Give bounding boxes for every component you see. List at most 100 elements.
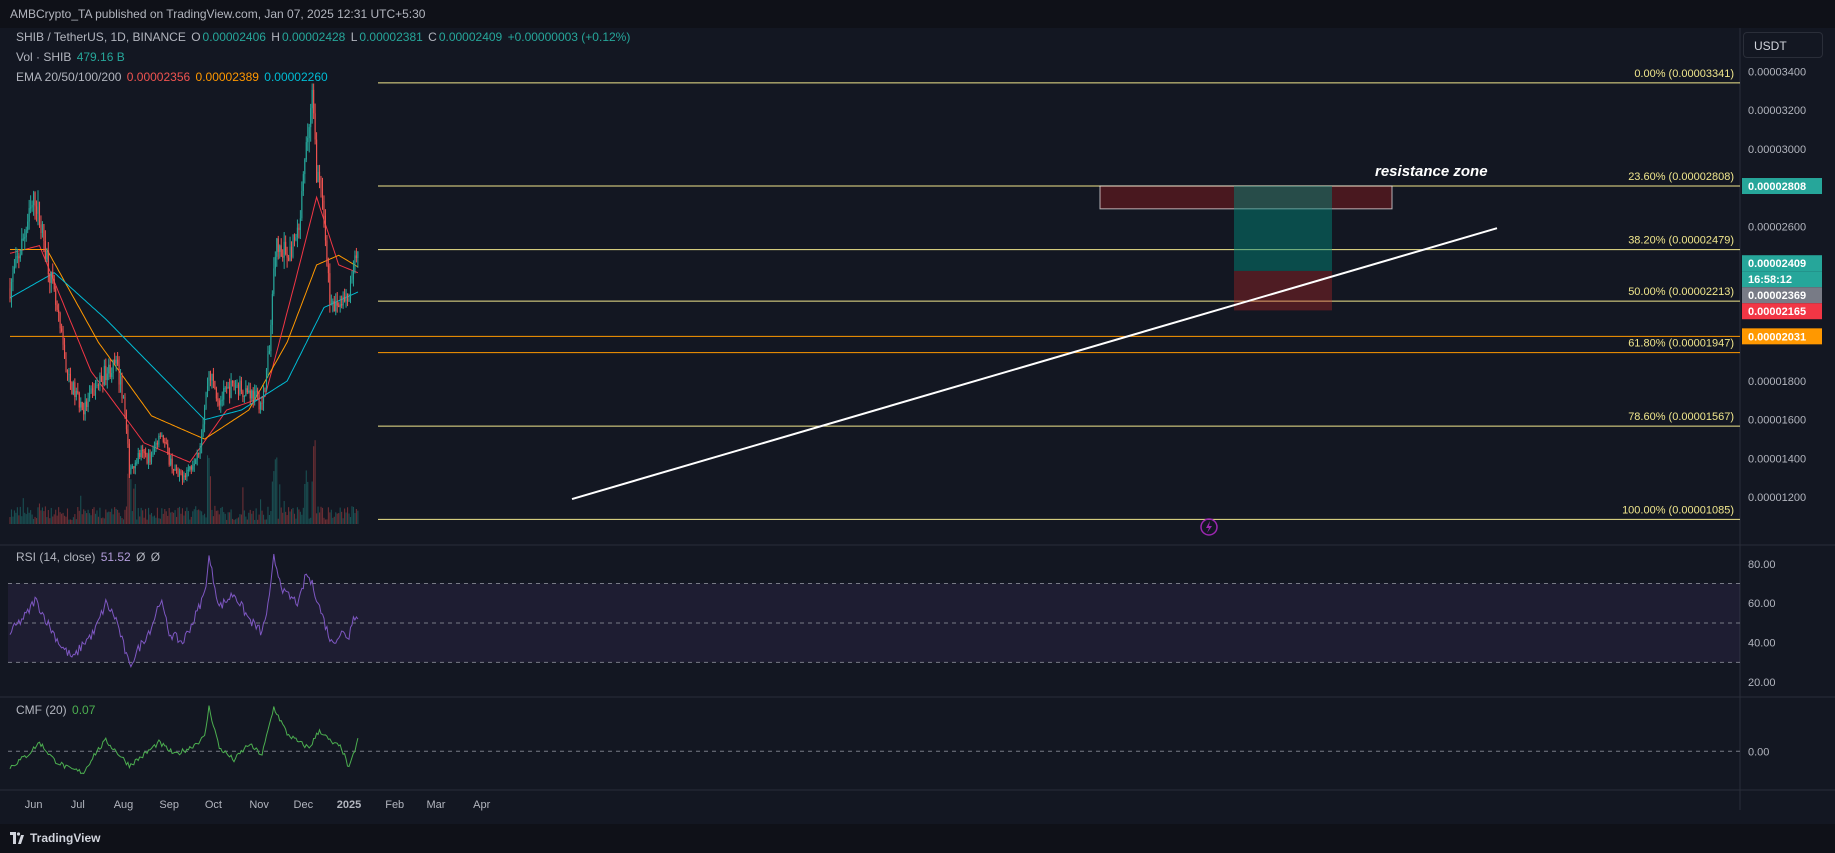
volume-bar — [335, 512, 337, 524]
symbol-legend[interactable]: SHIB / TetherUS, 1D, BINANCE O 0.00002406… — [16, 30, 632, 44]
volume-bar — [305, 470, 307, 524]
rsi-legend[interactable]: RSI (14, close) 51.52 Ø Ø — [16, 550, 162, 564]
close-label: C — [428, 30, 437, 44]
volume-bar — [75, 519, 77, 524]
volume-bar — [289, 511, 291, 524]
cmf-legend[interactable]: CMF (20) 0.07 — [16, 703, 97, 717]
volume-bar — [112, 514, 114, 524]
volume-bar — [139, 516, 141, 524]
candle-body — [249, 390, 251, 399]
candle-body — [320, 180, 322, 189]
volume-bar — [324, 519, 326, 524]
volume-bar — [307, 481, 309, 524]
grid — [0, 28, 1835, 810]
volume-bar — [152, 516, 154, 524]
volume-bar — [189, 519, 191, 524]
candle-body — [199, 445, 201, 454]
candle-body — [308, 127, 310, 138]
candle-body — [25, 230, 27, 238]
volume-bar — [192, 511, 194, 524]
candle-body — [19, 254, 21, 259]
candle-body — [68, 373, 70, 375]
volume-bar — [109, 511, 111, 524]
ema-legend[interactable]: EMA 20/50/100/200 0.00002356 0.00002389 … — [16, 70, 330, 84]
candle-body — [215, 388, 217, 399]
candle-body — [167, 443, 169, 449]
volume-bar — [148, 507, 150, 524]
ema20-value: 0.00002356 — [126, 70, 191, 84]
volume-bar — [354, 513, 356, 524]
volume-bar — [52, 516, 54, 524]
rsi-tick: 20.00 — [1748, 677, 1776, 689]
price-badge — [1742, 255, 1822, 272]
rsi-line — [9, 553, 359, 669]
candle-body — [152, 450, 154, 456]
candle-body — [43, 224, 45, 242]
candle-body — [265, 369, 268, 392]
volume-bar — [120, 516, 122, 524]
volume-bar — [137, 507, 139, 524]
candle-body — [16, 256, 18, 258]
rsi-tick: 60.00 — [1748, 598, 1776, 610]
candle-body — [74, 382, 76, 397]
volume-bar — [240, 514, 242, 524]
candle-body — [131, 466, 133, 468]
candle-body — [174, 468, 176, 471]
support-trendline — [571, 227, 1498, 501]
volume-bar — [40, 510, 42, 524]
chart-canvas[interactable]: 0.00% (0.00003341) 23.60% (0.00002808) 38.… — [0, 0, 1835, 825]
volume-bar — [236, 518, 238, 524]
volume-bar — [211, 509, 213, 524]
volume-bar — [302, 507, 304, 524]
candle-body — [63, 344, 66, 359]
ema-label: EMA 20/50/100/200 — [16, 70, 122, 84]
candle-body — [164, 441, 166, 443]
volume-bar — [251, 513, 253, 524]
volume-bar — [355, 508, 357, 524]
candle-body — [28, 208, 30, 222]
volume-bar — [283, 501, 285, 524]
volume-bar — [195, 506, 197, 524]
footer-bar: TradingView — [0, 824, 1835, 853]
volume-bar — [237, 517, 240, 524]
volume-bar — [311, 481, 313, 524]
candle-body — [261, 402, 263, 404]
candle-body — [93, 389, 95, 396]
position-zones: resistance zone — [1099, 163, 1488, 311]
price-badge-label: 16:58:12 — [1748, 274, 1792, 286]
volume-bar — [143, 517, 145, 524]
volume-bar — [131, 511, 133, 524]
change-value: +0.00000003 (+0.12%) — [507, 30, 631, 44]
volume-bar — [33, 518, 35, 524]
volume-bar — [133, 488, 135, 524]
volume-bar — [115, 508, 117, 524]
candle-body — [336, 302, 338, 306]
volume-bar — [10, 509, 13, 524]
price-tick: 0.00002600 — [1748, 221, 1806, 233]
volume-bar — [69, 519, 71, 524]
footer-brand: TradingView — [30, 831, 101, 845]
volume-bar — [65, 516, 67, 524]
volume-bar — [288, 507, 290, 524]
volume-bar — [86, 513, 88, 524]
candle-body — [21, 238, 23, 255]
volume-bar — [239, 514, 241, 524]
currency-button[interactable]: USDT — [1743, 32, 1823, 58]
candle-body — [52, 271, 54, 280]
volume-bar — [226, 519, 228, 524]
volume-legend[interactable]: Vol · SHIB 479.16 B — [16, 50, 127, 64]
volume-bar — [156, 507, 158, 524]
candle-body — [301, 191, 303, 219]
volume-bar — [248, 512, 250, 524]
time-tick: Dec — [294, 799, 314, 811]
candle-body — [77, 390, 79, 394]
candle-body — [268, 350, 270, 354]
volume-bar — [344, 508, 346, 524]
volume-bar — [121, 518, 123, 524]
volume-bar — [299, 511, 301, 524]
candle-body — [50, 271, 52, 283]
rsi-tick: 80.00 — [1748, 559, 1776, 571]
candle-body — [264, 388, 266, 392]
candle-body — [326, 240, 328, 266]
candle-body — [161, 435, 163, 437]
